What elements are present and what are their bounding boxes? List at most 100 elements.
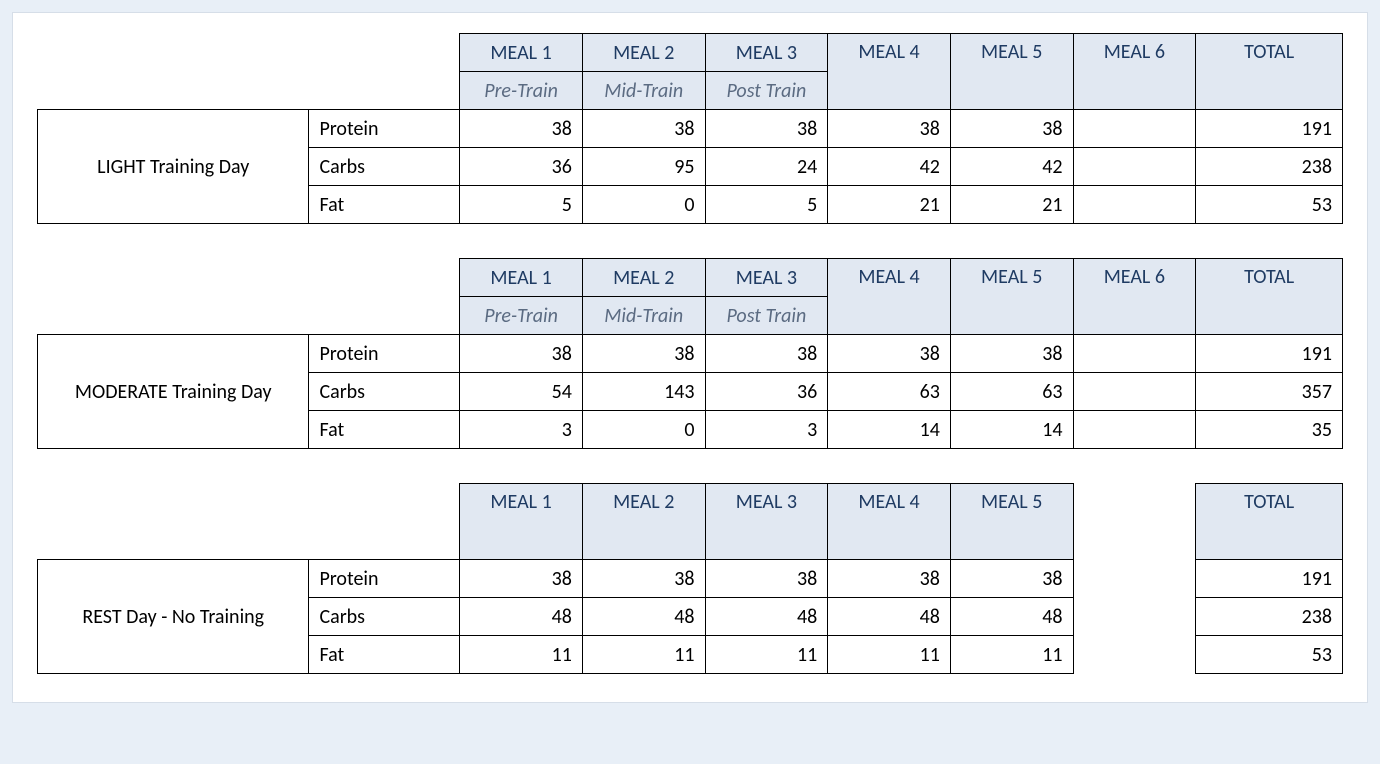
cell: 11 — [705, 636, 828, 674]
sub-pre-train: Pre-Train — [460, 297, 583, 335]
cell: 14 — [950, 411, 1073, 449]
sub-post-train: Post Train — [705, 297, 828, 335]
day-label: REST Day - No Training — [38, 560, 309, 674]
cell: 21 — [950, 186, 1073, 224]
cell-empty — [1073, 411, 1196, 449]
header-row: MEAL 1 MEAL 2 MEAL 3 MEAL 4 MEAL 5 MEAL … — [38, 259, 1343, 297]
cell: 0 — [582, 186, 705, 224]
col-meal-2: MEAL 2 — [582, 484, 705, 560]
cell: 48 — [582, 598, 705, 636]
cell: 38 — [705, 110, 828, 148]
table-rest: MEAL 1 MEAL 2 MEAL 3 MEAL 4 MEAL 5 TOTAL… — [37, 483, 1343, 674]
cell: 36 — [705, 373, 828, 411]
col-meal-4: MEAL 4 — [828, 259, 951, 335]
col-meal-6: MEAL 6 — [1073, 259, 1196, 335]
nutrient-label: Protein — [309, 560, 460, 598]
cell: 5 — [460, 186, 583, 224]
cell-empty — [1073, 373, 1196, 411]
sub-pre-train: Pre-Train — [460, 72, 583, 110]
cell-empty — [1073, 110, 1196, 148]
nutrient-label: Carbs — [309, 598, 460, 636]
cell: 143 — [582, 373, 705, 411]
cell: 38 — [582, 110, 705, 148]
cell: 38 — [460, 335, 583, 373]
cell: 48 — [460, 598, 583, 636]
cell: 38 — [705, 560, 828, 598]
sub-mid-train: Mid-Train — [582, 72, 705, 110]
cell: 95 — [582, 148, 705, 186]
cell: 63 — [950, 373, 1073, 411]
cell: 48 — [828, 598, 951, 636]
cell: 21 — [828, 186, 951, 224]
nutrient-label: Fat — [309, 411, 460, 449]
cell-empty — [1073, 335, 1196, 373]
cell: 38 — [460, 110, 583, 148]
cell: 24 — [705, 148, 828, 186]
cell: 11 — [950, 636, 1073, 674]
cell-total: 53 — [1196, 636, 1343, 674]
nutrient-label: Fat — [309, 636, 460, 674]
col-total: TOTAL — [1196, 34, 1343, 110]
cell: 38 — [828, 560, 951, 598]
col-meal-1: MEAL 1 — [460, 34, 583, 72]
cell: 11 — [582, 636, 705, 674]
cell-total: 191 — [1196, 110, 1343, 148]
cell: 38 — [582, 335, 705, 373]
cell-total: 238 — [1196, 148, 1343, 186]
col-meal-3: MEAL 3 — [705, 34, 828, 72]
nutrient-label: Protein — [309, 110, 460, 148]
header-row: MEAL 1 MEAL 2 MEAL 3 MEAL 4 MEAL 5 TOTAL — [38, 484, 1343, 522]
cell: 38 — [582, 560, 705, 598]
col-meal-2: MEAL 2 — [582, 259, 705, 297]
nutrient-label: Protein — [309, 335, 460, 373]
col-total: TOTAL — [1196, 259, 1343, 335]
cell: 54 — [460, 373, 583, 411]
nutrition-panel: MEAL 1 MEAL 2 MEAL 3 MEAL 4 MEAL 5 MEAL … — [12, 12, 1368, 703]
col-meal-4: MEAL 4 — [828, 484, 951, 560]
col-meal-3: MEAL 3 — [705, 484, 828, 560]
col-meal-4: MEAL 4 — [828, 34, 951, 110]
col-meal-1: MEAL 1 — [460, 259, 583, 297]
sub-post-train: Post Train — [705, 72, 828, 110]
cell: 14 — [828, 411, 951, 449]
cell: 38 — [705, 335, 828, 373]
day-label: MODERATE Training Day — [38, 335, 309, 449]
cell-empty — [1073, 186, 1196, 224]
cell-total: 357 — [1196, 373, 1343, 411]
cell: 38 — [460, 560, 583, 598]
cell: 5 — [705, 186, 828, 224]
cell: 48 — [705, 598, 828, 636]
nutrient-label: Fat — [309, 186, 460, 224]
sub-mid-train: Mid-Train — [582, 297, 705, 335]
table-row: MODERATE Training Day Protein 38 38 38 3… — [38, 335, 1343, 373]
cell-total: 191 — [1196, 335, 1343, 373]
header-row: MEAL 1 MEAL 2 MEAL 3 MEAL 4 MEAL 5 MEAL … — [38, 34, 1343, 72]
cell: 63 — [828, 373, 951, 411]
cell: 3 — [460, 411, 583, 449]
cell-total: 238 — [1196, 598, 1343, 636]
col-meal-5: MEAL 5 — [950, 34, 1073, 110]
table-row: REST Day - No Training Protein 38 38 38 … — [38, 560, 1343, 598]
cell: 38 — [950, 335, 1073, 373]
day-label: LIGHT Training Day — [38, 110, 309, 224]
cell: 11 — [460, 636, 583, 674]
cell: 38 — [950, 560, 1073, 598]
cell: 11 — [828, 636, 951, 674]
col-meal-1: MEAL 1 — [460, 484, 583, 560]
cell: 42 — [950, 148, 1073, 186]
table-moderate: MEAL 1 MEAL 2 MEAL 3 MEAL 4 MEAL 5 MEAL … — [37, 258, 1343, 449]
cell: 38 — [828, 110, 951, 148]
cell: 38 — [828, 335, 951, 373]
nutrient-label: Carbs — [309, 148, 460, 186]
cell: 48 — [950, 598, 1073, 636]
nutrient-label: Carbs — [309, 373, 460, 411]
cell: 3 — [705, 411, 828, 449]
cell-total: 53 — [1196, 186, 1343, 224]
table-light: MEAL 1 MEAL 2 MEAL 3 MEAL 4 MEAL 5 MEAL … — [37, 33, 1343, 224]
cell: 38 — [950, 110, 1073, 148]
col-meal-2: MEAL 2 — [582, 34, 705, 72]
cell: 36 — [460, 148, 583, 186]
col-meal-5: MEAL 5 — [950, 259, 1073, 335]
cell-empty — [1073, 148, 1196, 186]
cell-total: 191 — [1196, 560, 1343, 598]
